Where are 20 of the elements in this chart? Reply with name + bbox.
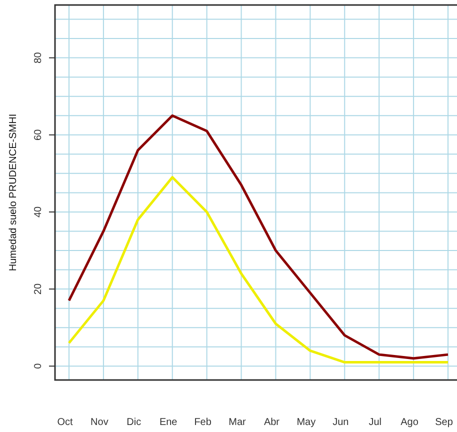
x-tick-label: Mar	[228, 417, 247, 428]
y-tick-label: 80	[33, 52, 44, 64]
y-tick-label: 60	[33, 128, 44, 140]
x-tick-label: Jul	[368, 417, 382, 428]
x-tick-label: May	[296, 417, 316, 428]
line-series	[68, 114, 450, 360]
y-tick-label: 0	[33, 362, 44, 369]
x-tick-label: Oct	[57, 417, 73, 428]
x-tick-label: Ago	[400, 417, 419, 428]
x-tick-label: Dic	[126, 417, 142, 428]
x-tick-label: Feb	[194, 417, 212, 428]
x-tick-label: Jun	[332, 417, 349, 428]
x-tick-label: Abr	[264, 417, 280, 428]
y-axis-title: Humedad suelo PRUDENCE-SMHI	[8, 114, 19, 272]
x-tick-label: Ene	[159, 417, 178, 428]
y-tick-label: 40	[33, 206, 44, 218]
x-tick-label: Nov	[90, 417, 108, 428]
y-tick-label: 20	[33, 283, 44, 295]
x-tick-label: Sep	[435, 417, 454, 428]
line-series	[68, 176, 450, 364]
